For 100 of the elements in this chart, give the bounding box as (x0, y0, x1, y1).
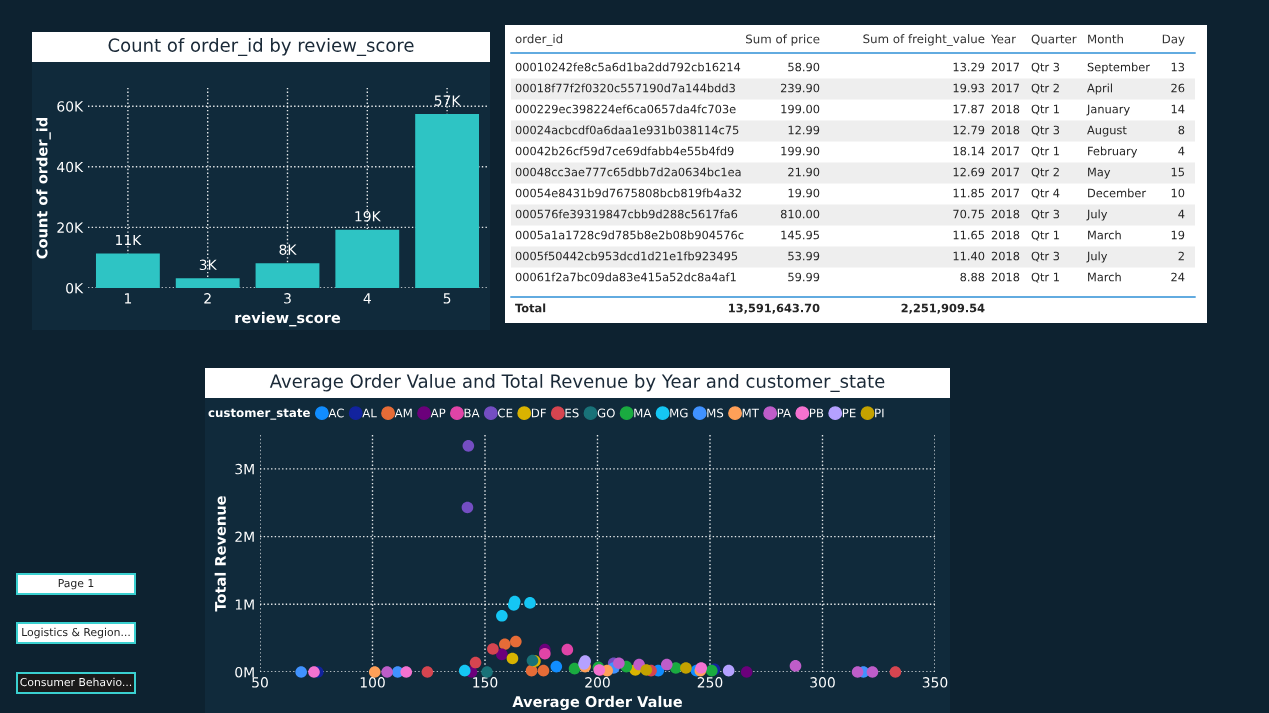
text: 14 (1171, 104, 1185, 114)
text: 12.69 (953, 167, 985, 177)
text: July (1086, 251, 1108, 263)
point (510, 635, 522, 648)
legend-label: PB (809, 408, 824, 418)
point (525, 664, 538, 677)
text: 12.79 (953, 125, 985, 135)
legend-label: BA (464, 408, 480, 418)
category-label: Sum of price (746, 34, 820, 46)
y-tick-label: 0K (66, 282, 84, 294)
point (496, 648, 508, 661)
text: Consumer Behavio... (20, 677, 132, 687)
text: Qtr 1 (1031, 146, 1059, 157)
y-tick-label: 0M (235, 666, 254, 678)
text: 2 (1178, 251, 1184, 261)
text: 199.90 (781, 146, 820, 156)
data-label: 8K (279, 244, 297, 255)
point (613, 657, 625, 670)
legend-label: PE (842, 408, 856, 418)
point (889, 666, 902, 678)
x-tick-label: 3 (284, 293, 291, 304)
text: 2017 (991, 167, 1020, 177)
x-tick-label: 5 (443, 293, 451, 304)
text: 0005f50442cb953dcd1d21e1fb923495 (515, 251, 738, 261)
text: 19 (1171, 230, 1185, 240)
point (722, 664, 735, 677)
point (421, 666, 434, 678)
text: Logistics & Region... (22, 627, 130, 639)
point (740, 666, 753, 678)
x-tick-label: 250 (697, 677, 723, 688)
category-label: Day (1162, 34, 1185, 46)
legend-label: AM (394, 408, 412, 418)
x-tick-label: 4 (363, 293, 371, 304)
text: May (1088, 167, 1111, 179)
point (295, 666, 307, 678)
chart-title: Count of order_id by review_score (108, 38, 414, 56)
point (524, 597, 536, 609)
text: Qtr 1 (1031, 272, 1059, 283)
x-tick-label: 300 (810, 677, 835, 688)
point (866, 666, 879, 678)
bar (175, 278, 240, 288)
text: 11.85 (953, 188, 985, 198)
text: August (1087, 125, 1127, 137)
text: 00010242fe8c5a6d1ba2dd792cb16214 (515, 62, 741, 72)
text: Qtr 3 (1031, 251, 1060, 262)
text: Qtr 3 (1031, 125, 1060, 136)
legend-label: DF (531, 408, 546, 418)
text: 8.88 (960, 272, 985, 282)
text: 2017 (991, 62, 1020, 72)
point (537, 664, 550, 677)
text: 2018 (991, 104, 1020, 114)
text: 00054e8431b9d7675808bcb819fb4a32 (515, 188, 741, 198)
point (469, 656, 482, 669)
point (506, 652, 519, 665)
text: Qtr 4 (1031, 188, 1060, 199)
x-tick-label: 350 (922, 677, 948, 688)
point (487, 643, 499, 655)
data-label: 11K (116, 234, 142, 246)
data-label: 57K (434, 95, 461, 106)
point (308, 666, 320, 678)
y-tick-label: 2M (235, 531, 254, 542)
text: 4 (1178, 209, 1185, 219)
text: 0005a1a1728c9d785b8e2b08b904576c (515, 230, 744, 240)
category-label: order_id (515, 34, 563, 46)
text: 2017 (991, 188, 1020, 198)
y-tick-label: 20K (57, 222, 84, 233)
text: September (1087, 62, 1150, 74)
text: 17.87 (953, 104, 985, 114)
text: Total (515, 303, 546, 313)
text: Qtr 3 (1031, 209, 1060, 220)
text: 19.93 (953, 83, 985, 93)
y-tick-label: 3M (235, 463, 254, 475)
text: March (1088, 230, 1121, 240)
point (640, 664, 653, 676)
text: 26 (1171, 83, 1185, 93)
x-tick-label: 100 (360, 677, 385, 688)
x-tick-label: 50 (252, 677, 268, 688)
point (458, 664, 471, 677)
category-label: Quarter (1031, 34, 1077, 45)
text: 000576fe39319847cbb9d288c5617fa6 (515, 209, 738, 219)
text: 24 (1171, 272, 1185, 282)
text: Qtr 2 (1031, 167, 1059, 178)
text: 00061f2a7bc09da83e415a52dc8a4af1 (515, 272, 736, 282)
text: 810.00 (780, 209, 820, 219)
point (550, 660, 563, 673)
x-tick-label: 2 (204, 293, 211, 304)
text: March (1088, 272, 1121, 282)
y-axis-title: Count of order_id (36, 118, 51, 259)
text: 21.90 (788, 167, 820, 177)
y-tick-label: 1M (235, 599, 254, 610)
point (680, 662, 692, 674)
text: 2018 (991, 209, 1020, 219)
x-tick-label: 1 (125, 293, 132, 304)
legend-label: ES (565, 408, 579, 418)
text: Qtr 2 (1031, 83, 1059, 94)
data-label: 19K (355, 211, 381, 222)
point (381, 666, 393, 678)
point (539, 647, 551, 660)
text: 13 (1171, 62, 1185, 72)
text: 58.90 (788, 62, 820, 72)
